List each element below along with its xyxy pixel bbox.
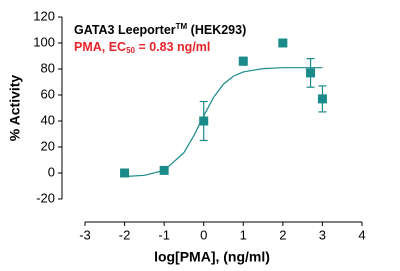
subtitle-rest: = 0.83 ng/ml [135,40,210,54]
fit-curve [124,67,323,178]
x-axis-label: log[PMA], (ng/ml) [154,249,270,265]
y-tick-label: 20 [41,138,55,153]
subtitle-sub: 50 [126,46,135,55]
title-sup: TM [176,22,188,31]
x-tick-label: -1 [158,227,170,242]
y-tick-label: 80 [41,60,55,75]
chart-subtitle: PMA, EC50 = 0.83 ng/ml [74,40,210,55]
point [278,38,288,48]
point [317,94,327,104]
title-main: GATA3 Leeporter [74,23,176,37]
y-tick-label: 100 [33,34,55,49]
point [120,168,130,178]
point [199,116,209,126]
point [159,165,169,175]
point [238,56,248,66]
x-tick-label: 0 [200,227,207,242]
x-tick-label: 1 [240,227,247,242]
point [306,68,316,78]
y-tick-label: 120 [33,8,55,23]
y-tick-label: -20 [36,190,55,205]
subtitle-main: PMA, EC [74,40,126,54]
x-tick-label: -2 [119,227,131,242]
y-tick-label: 40 [41,112,55,127]
y-axis-label: % Activity [7,75,23,142]
y-tick-label: 0 [48,164,55,179]
x-tick-label: 4 [358,227,365,242]
x-tick-label: 2 [279,227,286,242]
title-rest: (HEK293) [187,23,246,37]
x-tick-label: -3 [79,227,91,242]
y-tick-label: 60 [41,86,55,101]
chart-title: GATA3 LeeporterTM (HEK293) [74,22,246,37]
x-tick-label: 3 [319,227,326,242]
